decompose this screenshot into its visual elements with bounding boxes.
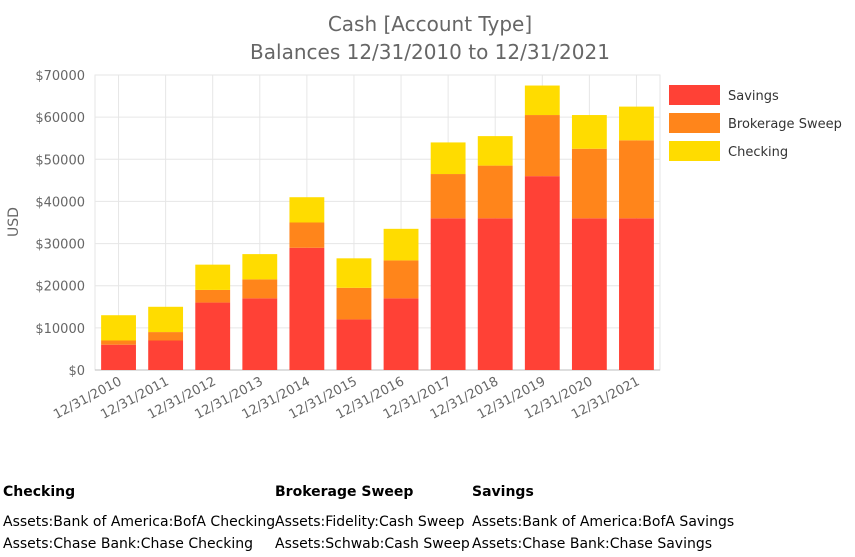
account-item: Assets:Fidelity:Cash Sweep bbox=[275, 514, 465, 530]
x-axis-ticks: 12/31/201012/31/201112/31/201212/31/2013… bbox=[51, 374, 642, 422]
bar-checking bbox=[477, 136, 513, 166]
bar-savings bbox=[336, 319, 372, 370]
bar-brokerage-sweep bbox=[101, 340, 136, 345]
bar-savings bbox=[477, 218, 513, 370]
bar-checking bbox=[430, 142, 466, 175]
legend-swatch-savings bbox=[669, 85, 720, 105]
account-item: Assets:Bank of America:BofA Savings bbox=[472, 514, 735, 530]
y-tick-label: $40000 bbox=[35, 195, 85, 210]
bar-savings bbox=[148, 340, 184, 370]
account-group-checking: Checking Assets:Bank of America:BofA Che… bbox=[3, 484, 275, 555]
bar-checking bbox=[195, 264, 231, 290]
bar-brokerage-sweep bbox=[242, 279, 278, 299]
legend-label: Brokerage Sweep bbox=[728, 117, 842, 132]
bar-checking bbox=[524, 85, 560, 116]
account-item: Assets:Schwab:Cash Sweep bbox=[275, 536, 470, 552]
account-group-savings: Savings Assets:Bank of America:BofA Savi… bbox=[472, 484, 734, 555]
bar-brokerage-sweep bbox=[430, 174, 466, 219]
bar-savings bbox=[289, 247, 325, 370]
bar-brokerage-sweep bbox=[289, 222, 325, 248]
account-item: Assets:Chase Bank:Chase Savings bbox=[472, 536, 713, 552]
bar-checking bbox=[383, 228, 419, 261]
bar-checking bbox=[101, 315, 136, 341]
legend-swatch-brokerage-sweep bbox=[669, 113, 720, 133]
bar-brokerage-sweep bbox=[383, 260, 419, 299]
bars bbox=[101, 85, 654, 370]
bar-brokerage-sweep bbox=[336, 287, 372, 320]
account-group-brokerage-sweep: Brokerage Sweep Assets:Fidelity:Cash Swe… bbox=[275, 484, 470, 555]
bar-savings bbox=[524, 176, 560, 370]
bar-brokerage-sweep bbox=[524, 115, 560, 177]
bar-brokerage-sweep bbox=[477, 165, 513, 219]
legend-swatch-checking bbox=[669, 141, 720, 161]
bar-brokerage-sweep bbox=[619, 140, 654, 219]
y-tick-label: $10000 bbox=[35, 322, 85, 337]
y-axis-ticks: $0 $10000 $20000 $30000 $40000 $50000 $60000 $7… bbox=[35, 69, 85, 379]
bar-brokerage-sweep bbox=[195, 289, 231, 303]
bar-checking bbox=[619, 106, 654, 141]
legend: Savings Brokerage Sweep Checking bbox=[669, 85, 842, 161]
bar-savings bbox=[571, 218, 607, 370]
chart-title: Cash [Account Type] bbox=[328, 12, 532, 36]
account-item: Assets:Bank of America:BofA Checking bbox=[3, 514, 276, 530]
bar-checking bbox=[289, 197, 325, 223]
account-item: Assets:Chase Bank:Chase Checking bbox=[3, 536, 254, 552]
chart-subtitle: Balances 12/31/2010 to 12/31/2021 bbox=[250, 40, 610, 64]
y-tick-label: $50000 bbox=[35, 153, 85, 168]
y-tick-label: $0 bbox=[68, 364, 85, 379]
bar-brokerage-sweep bbox=[148, 332, 184, 341]
bar-savings bbox=[195, 302, 231, 370]
bar-brokerage-sweep bbox=[571, 148, 607, 219]
bar-savings bbox=[383, 298, 419, 370]
y-tick-label: $20000 bbox=[35, 280, 85, 295]
legend-label: Savings bbox=[728, 89, 779, 104]
y-tick-label: $60000 bbox=[35, 111, 85, 126]
cash-chart: Cash [Account Type] Balances 12/31/2010 … bbox=[6, 12, 842, 423]
bar-savings bbox=[430, 218, 466, 370]
y-tick-label: $70000 bbox=[35, 69, 85, 84]
bar-savings bbox=[242, 298, 278, 370]
y-axis-label: USD bbox=[6, 207, 22, 237]
bar-checking bbox=[571, 115, 607, 149]
bar-checking bbox=[336, 258, 372, 288]
bar-checking bbox=[242, 254, 278, 280]
account-group-title: Brokerage Sweep bbox=[275, 484, 414, 500]
legend-label: Checking bbox=[728, 145, 788, 160]
account-lists: Checking Assets:Bank of America:BofA Che… bbox=[0, 484, 855, 557]
y-tick-label: $30000 bbox=[35, 238, 85, 253]
account-group-title: Checking bbox=[3, 484, 76, 500]
bar-checking bbox=[148, 306, 184, 333]
bar-savings bbox=[101, 344, 136, 370]
account-group-title: Savings bbox=[472, 484, 534, 500]
bar-savings bbox=[619, 218, 654, 370]
